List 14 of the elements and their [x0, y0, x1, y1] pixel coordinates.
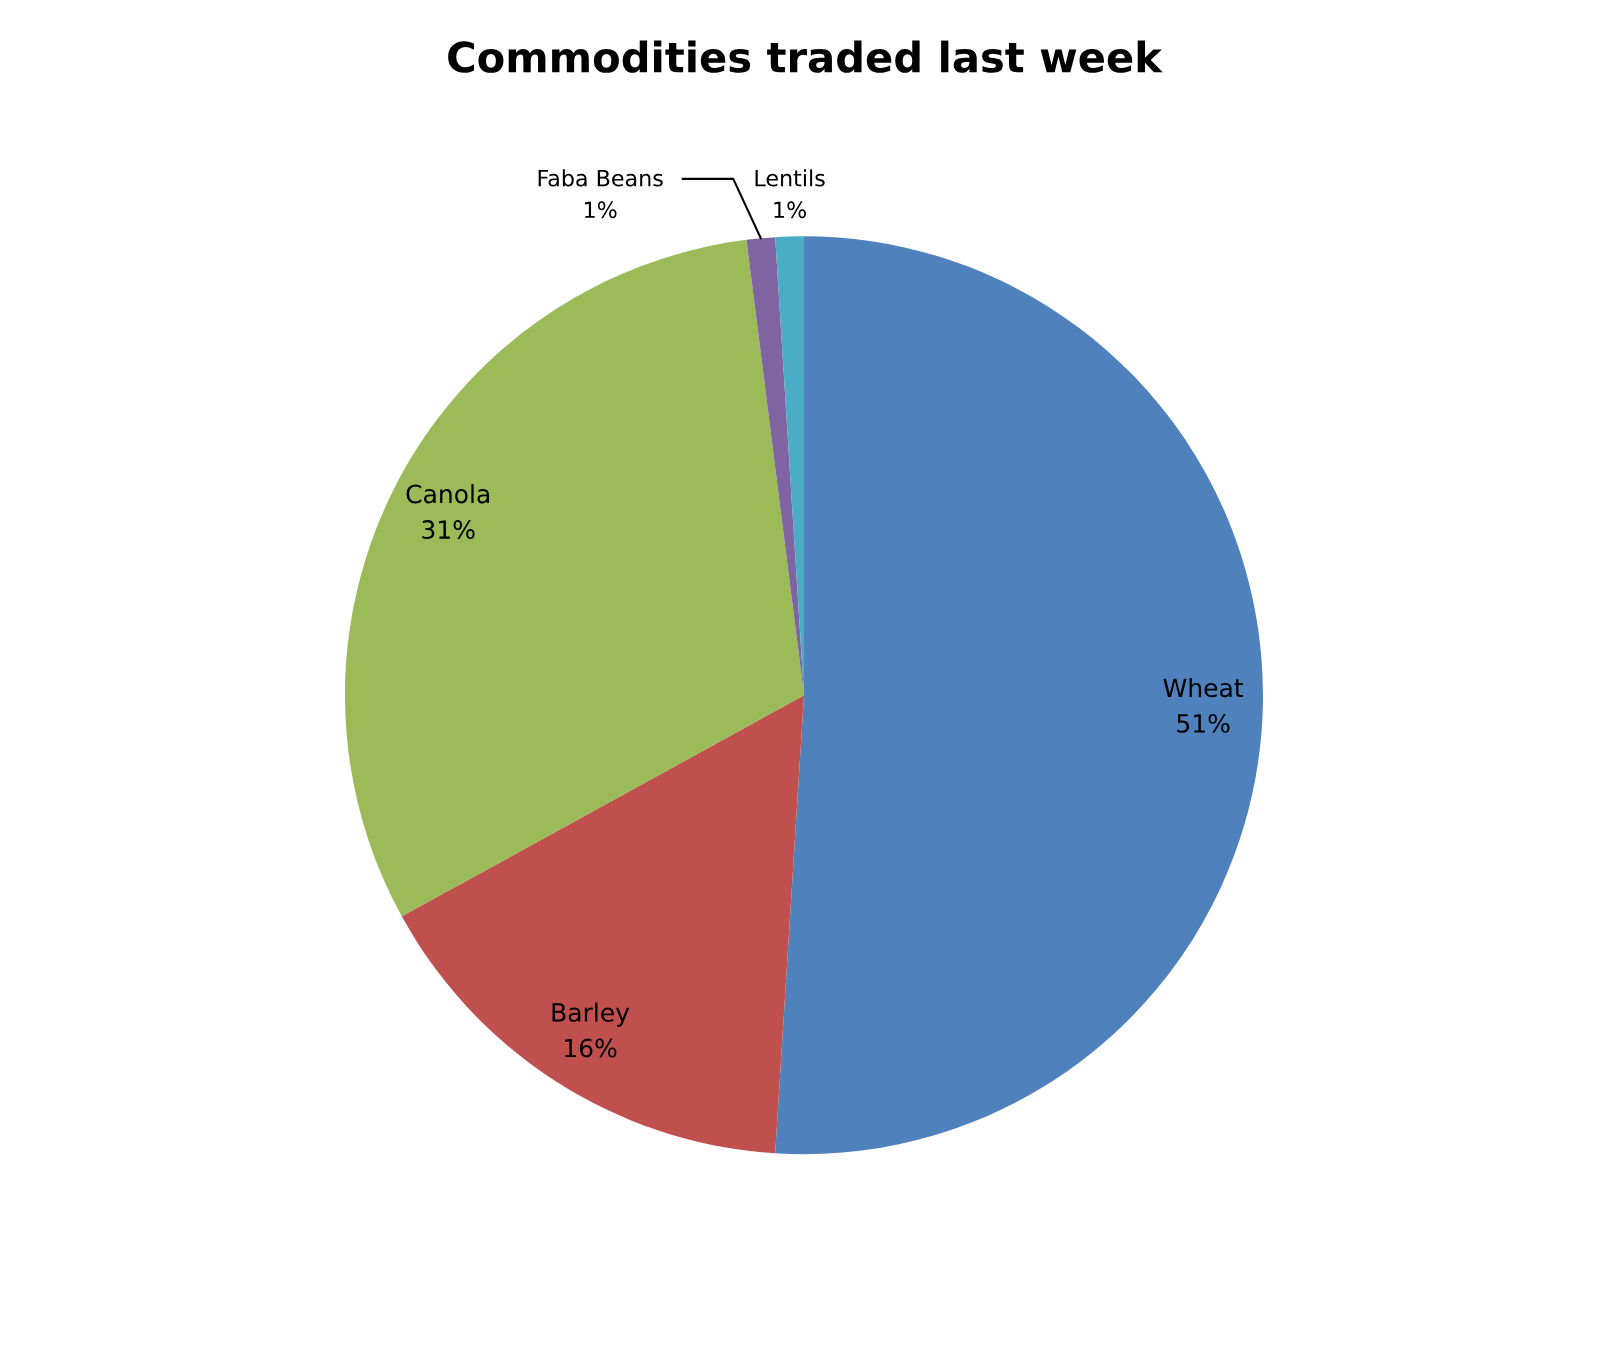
slice-label: Lentils: [755, 169, 825, 187]
slice-label: Canola: [406, 484, 490, 504]
slice-label: Wheat: [1163, 677, 1244, 698]
data-label: 31%: [422, 520, 475, 540]
data-label: 16%: [564, 1038, 617, 1058]
pie-slice: [401, 695, 804, 1154]
data-label: 1%: [774, 201, 806, 219]
slice-label: Faba Beans: [538, 169, 663, 187]
data-label: 51%: [1177, 713, 1230, 733]
slice-label: Barley: [552, 1002, 630, 1027]
pie-slice: [775, 236, 1263, 1155]
pie-slice: [345, 239, 804, 917]
data-label: 1%: [584, 201, 617, 219]
chart-title: Commodities traded last week: [448, 40, 1163, 73]
